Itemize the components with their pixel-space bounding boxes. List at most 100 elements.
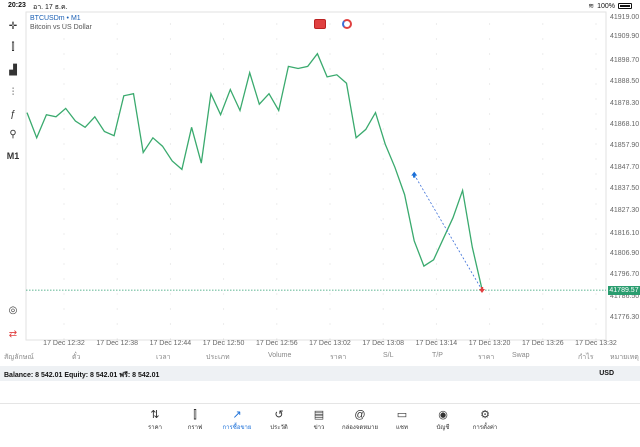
column-header[interactable]: Swap [512, 352, 530, 359]
grid-dot [329, 113, 331, 115]
grid-dot [116, 143, 118, 145]
grid-dot [276, 83, 278, 85]
timeframe-label[interactable]: M1 [6, 151, 20, 161]
column-header[interactable]: T/P [432, 352, 443, 359]
grid-dot [223, 263, 225, 265]
y-tick-label: 41857.90 [610, 142, 640, 150]
grid-dot [382, 173, 384, 175]
chart-icon: ⫿ [193, 409, 197, 421]
grid-dot [223, 83, 225, 85]
grid-dot [382, 68, 384, 70]
x-tick-label: 17 Dec 13:20 [468, 340, 511, 347]
grid-dot [169, 203, 171, 205]
crosshair-icon[interactable]: ✛ [8, 20, 18, 32]
grid-dot [435, 278, 437, 280]
tab-news[interactable]: ▤ ข่าว [299, 408, 339, 432]
tab-account[interactable]: ◉ บัญชี [423, 408, 463, 432]
column-header[interactable]: ประเภท [206, 354, 230, 361]
x-tick-label: 17 Dec 12:44 [149, 340, 192, 347]
trade-connector-line [413, 174, 483, 291]
grid-dot [435, 293, 437, 295]
grid-dot [329, 83, 331, 85]
buy-arrow-marker[interactable] [411, 171, 418, 178]
tab-trade[interactable]: ↗ การซื้อขาย [217, 408, 257, 432]
x-tick-label: 17 Dec 12:56 [255, 340, 298, 347]
grid-dot [276, 143, 278, 145]
grid-dot [276, 38, 278, 40]
trade-icon[interactable]: ⇄ [8, 328, 18, 340]
grid-dot [223, 203, 225, 205]
grid-dot [489, 158, 491, 160]
column-header[interactable]: กำไร [578, 354, 594, 361]
x-tick-label: 17 Dec 13:08 [362, 340, 405, 347]
x-tick-label: 17 Dec 13:14 [415, 340, 458, 347]
grid-dot [382, 98, 384, 100]
y-tick-label: 41837.50 [610, 185, 640, 193]
grid-dot [595, 143, 597, 145]
y-tick-label: 41816.10 [610, 230, 640, 238]
grid-dot [63, 308, 65, 310]
y-tick-label: 41796.70 [610, 271, 640, 279]
refresh-icon[interactable] [342, 19, 352, 29]
grid-dot [116, 68, 118, 70]
grid-dot [223, 308, 225, 310]
tab-settings[interactable]: ⚙ การตั้งค่า [465, 408, 505, 432]
tab-history[interactable]: ↺ ประวัติ [259, 408, 299, 432]
price-chart[interactable] [0, 0, 640, 347]
grid-dot [489, 128, 491, 130]
tab-mailbox[interactable]: @ กล่องจดหมาย [340, 408, 380, 432]
grid-dot [435, 338, 437, 340]
grid-dot [435, 68, 437, 70]
x-tick-label: 17 Dec 12:38 [96, 340, 139, 347]
grid-dot [489, 188, 491, 190]
zoom-icon[interactable]: ◎ [8, 304, 18, 316]
tab-label: แชท [396, 425, 408, 431]
sell-arrow-marker[interactable] [479, 287, 485, 294]
grid-dot [382, 38, 384, 40]
grid-dot [595, 158, 597, 160]
grid-dot [489, 263, 491, 265]
grid-dot [223, 278, 225, 280]
y-tick-label: 41888.50 [610, 78, 640, 86]
grid-dot [435, 233, 437, 235]
column-header[interactable]: เวลา [156, 354, 171, 361]
column-header[interactable]: ราคา [330, 354, 347, 361]
settings-sliders-icon[interactable]: ⫶ [11, 86, 15, 98]
column-header[interactable]: S/L [383, 352, 394, 359]
grid-dot [329, 173, 331, 175]
column-header[interactable]: สัญลักษณ์ [4, 354, 34, 361]
grid-dot [489, 53, 491, 55]
grid-dot [595, 263, 597, 265]
grid-dot [63, 248, 65, 250]
chart-type-icon[interactable]: ⫿ [11, 41, 15, 53]
tab-chart[interactable]: ⫿ กราฟ [175, 408, 215, 432]
grid-dot [489, 83, 491, 85]
tab-label: กล่องจดหมาย [341, 425, 379, 431]
grid-dot [63, 188, 65, 190]
gear-icon: ⚙ [480, 409, 490, 421]
function-icon[interactable]: ƒ [10, 108, 16, 120]
bottom-tab-bar: ⇅ ราคา ⫿ กราฟ ↗ การซื้อขาย ↺ ประวัติ ▤ ข่าว @ กล่อง… [0, 403, 640, 447]
column-header[interactable]: ตั๋ว [72, 354, 81, 361]
grid-dot [116, 278, 118, 280]
grid-dot [542, 128, 544, 130]
grid-dot [329, 188, 331, 190]
grid-dot [276, 338, 278, 340]
column-header[interactable]: ราคา [478, 354, 495, 361]
grid-dot [542, 38, 544, 40]
grid-dot [63, 143, 65, 145]
symbol-name[interactable]: BTCUSDm • M1 [30, 15, 81, 22]
grid-dot [276, 23, 278, 25]
grid-dot [435, 158, 437, 160]
x-tick-label: 17 Dec 13:02 [309, 340, 351, 347]
tab-quotes[interactable]: ⇅ ราคา [135, 408, 175, 432]
current-price-tag: 41789.57 [608, 286, 640, 295]
grid-dot [63, 278, 65, 280]
indicators-icon[interactable]: ▟ [9, 64, 17, 76]
column-header[interactable]: Volume [268, 352, 292, 359]
column-header[interactable]: หมายเหตุ [610, 354, 639, 361]
one-click-trade-icon[interactable] [314, 19, 326, 29]
tab-chat[interactable]: ▭ แชท [382, 408, 422, 432]
objects-icon[interactable]: ⚲ [9, 128, 17, 140]
grid-dot [223, 293, 225, 295]
